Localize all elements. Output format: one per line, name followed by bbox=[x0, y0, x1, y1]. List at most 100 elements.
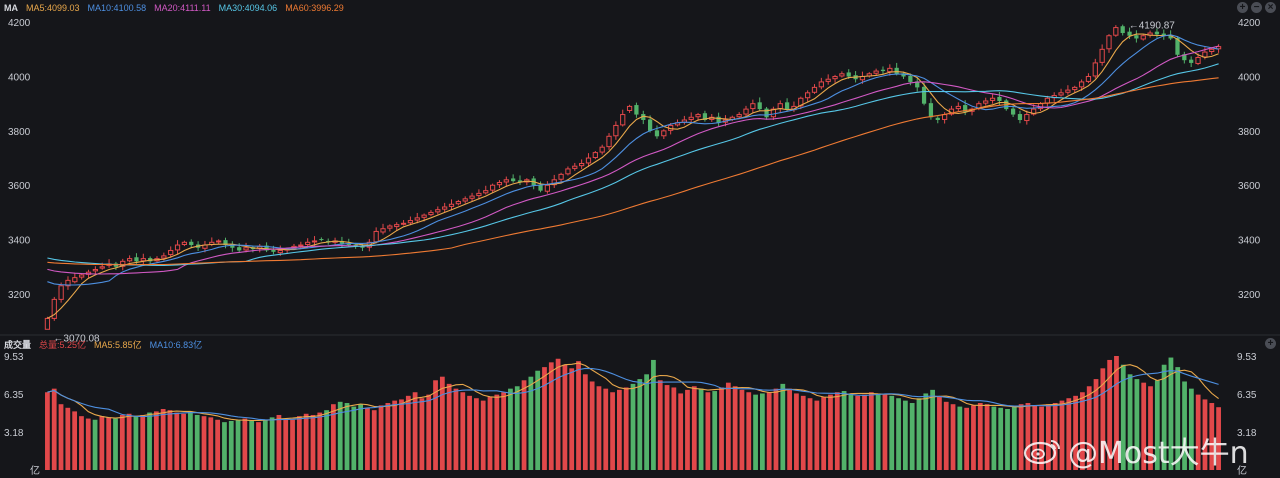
candle-body-down bbox=[230, 244, 235, 248]
volume-bar bbox=[249, 420, 255, 470]
candle-body-down bbox=[223, 240, 228, 246]
close-pane-button[interactable]: × bbox=[1265, 2, 1276, 13]
candle-body-up bbox=[825, 78, 831, 82]
volume-bar bbox=[371, 410, 377, 470]
volume-bar bbox=[739, 389, 745, 470]
volume-bar bbox=[208, 417, 214, 470]
volume-bar bbox=[998, 407, 1004, 470]
volume-bar bbox=[1086, 386, 1092, 470]
candle-body-up bbox=[1106, 35, 1112, 50]
volume-bar bbox=[821, 397, 827, 470]
volume-bar bbox=[1080, 392, 1085, 470]
candle-body-up bbox=[839, 73, 845, 77]
candle-body-up bbox=[1058, 92, 1064, 96]
candle-body-up bbox=[79, 274, 85, 278]
volume-indicator-vol-ma5[interactable]: MA5:5.85亿 bbox=[94, 339, 142, 350]
candle-body-up bbox=[174, 244, 181, 251]
candle-body-up bbox=[818, 81, 824, 88]
volume-bar bbox=[446, 383, 452, 470]
volume-bar bbox=[800, 395, 806, 470]
add-volume-indicator-button[interactable]: + bbox=[1265, 338, 1276, 349]
price-ytick-right-2: 3800 bbox=[1238, 127, 1261, 138]
candle-body-down bbox=[189, 241, 194, 246]
candle-body-up bbox=[1065, 89, 1071, 93]
candle-body-up bbox=[140, 258, 146, 262]
price-ytick-right-4: 3400 bbox=[1238, 236, 1261, 247]
volume-unit-left: 亿 bbox=[30, 464, 40, 477]
price-ytick-left-2: 3800 bbox=[8, 127, 31, 138]
volume-bar bbox=[984, 404, 990, 470]
price-indicator-ma20[interactable]: MA20:4111.11 bbox=[154, 3, 211, 13]
volume-bar bbox=[569, 368, 575, 470]
candle-body-up bbox=[873, 70, 879, 74]
volume-bar bbox=[1059, 400, 1065, 470]
volume-bar bbox=[385, 403, 391, 470]
candle-body-up bbox=[483, 190, 489, 194]
candle-body-down bbox=[935, 117, 940, 120]
add-indicator-button[interactable]: + bbox=[1237, 2, 1248, 13]
candle-body-down bbox=[963, 105, 968, 112]
volume-bar bbox=[841, 391, 847, 470]
candle-body-down bbox=[784, 102, 790, 110]
volume-bar bbox=[92, 419, 98, 470]
volume-bar bbox=[902, 400, 908, 470]
candle-body-up bbox=[1209, 48, 1215, 53]
volume-bar bbox=[678, 393, 684, 470]
candle-body-down bbox=[1127, 31, 1132, 36]
candle-body-up bbox=[606, 135, 612, 148]
candle-body-up bbox=[469, 195, 475, 199]
price-indicator-ma60[interactable]: MA60:3996.29 bbox=[285, 3, 344, 13]
candle-body-down bbox=[880, 69, 886, 72]
candle-body-up bbox=[181, 241, 188, 245]
candle-body-down bbox=[647, 119, 653, 131]
candle-body-up bbox=[243, 247, 249, 251]
price-ytick-right-0: 4200 bbox=[1238, 18, 1261, 29]
price-indicator-ma10[interactable]: MA10:4100.58 bbox=[87, 3, 147, 13]
volume-bar bbox=[1073, 395, 1078, 470]
volume-indicator-up[interactable]: 总量:5.25亿 bbox=[39, 339, 87, 350]
candle-body-down bbox=[339, 240, 345, 244]
candle-body-up bbox=[1072, 86, 1078, 91]
volume-bar bbox=[119, 414, 125, 470]
volume-bar bbox=[85, 418, 91, 470]
candle-body-up bbox=[1044, 97, 1050, 104]
volume-bar bbox=[909, 403, 915, 470]
volume-bar bbox=[140, 414, 146, 470]
volume-bar bbox=[1134, 379, 1140, 470]
volume-bar bbox=[555, 358, 561, 470]
volume-indicator-vol-ma10[interactable]: MA10:6.83亿 bbox=[149, 339, 203, 350]
volume-bar bbox=[290, 419, 295, 470]
volume-bar bbox=[45, 392, 50, 470]
candle-body-down bbox=[997, 96, 1002, 101]
price-ytick-left-0: 4200 bbox=[8, 18, 31, 29]
candle-body-up bbox=[407, 220, 414, 224]
volume-bar bbox=[460, 392, 466, 470]
volume-bar bbox=[1100, 368, 1106, 470]
volume-bar bbox=[174, 412, 180, 470]
volume-bar bbox=[1052, 403, 1058, 470]
candle-body-up bbox=[695, 114, 701, 118]
volume-bar bbox=[1161, 364, 1167, 470]
volume-bar bbox=[1005, 408, 1010, 470]
volume-vol-ma5-line bbox=[47, 362, 1219, 422]
candle-body-up bbox=[1078, 81, 1085, 88]
price-indicator-ma5[interactable]: MA5:4099.03 bbox=[26, 3, 80, 13]
volume-bar bbox=[937, 397, 942, 470]
candle-body-up bbox=[373, 230, 379, 243]
volume-bar bbox=[58, 404, 64, 470]
volume-bar bbox=[514, 386, 520, 470]
volume-bar bbox=[1066, 398, 1072, 470]
minimize-pane-button[interactable]: − bbox=[1251, 2, 1262, 13]
candle-body-up bbox=[1085, 76, 1092, 82]
candle-body-up bbox=[599, 146, 605, 153]
price-ma10-line bbox=[47, 34, 1219, 286]
price-indicator-list: MA5:4099.03 MA10:4100.58 MA20:4111.11 MA30:… bbox=[26, 3, 352, 13]
price-indicator-ma30[interactable]: MA30:4094.06 bbox=[218, 3, 278, 13]
volume-bar bbox=[147, 412, 152, 470]
candle-body-up bbox=[613, 124, 619, 137]
price-ytick-left-3: 3600 bbox=[8, 181, 31, 192]
volume-bar bbox=[1018, 404, 1024, 470]
volume-bar bbox=[630, 383, 636, 470]
candle-body-up bbox=[1195, 56, 1201, 64]
